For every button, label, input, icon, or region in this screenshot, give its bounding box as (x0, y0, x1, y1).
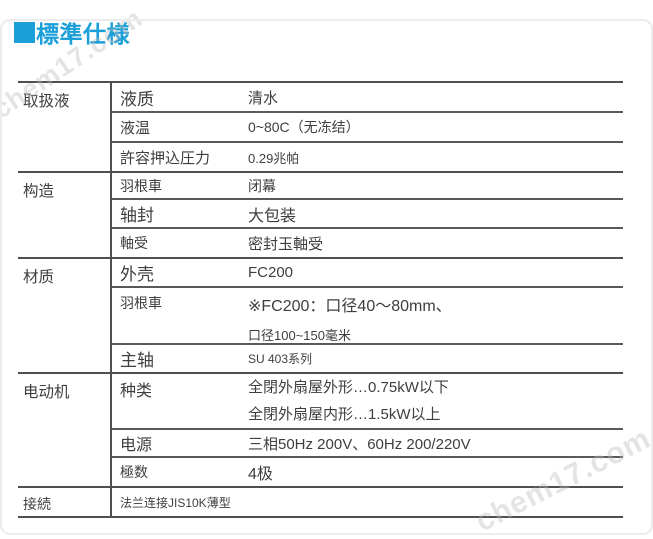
group-rows: 外壳 FC200 羽根車 ※FC200：口径40～80mm、 口径100~150… (110, 259, 623, 372)
spec-value: ※FC200：口径40～80mm、 (248, 298, 452, 315)
spec-row: 羽根車 ※FC200：口径40～80mm、 口径100~150毫米 (112, 288, 623, 345)
group-rows: 羽根車 闭幕 轴封 大包装 軸受 密封玉軸受 (110, 173, 623, 257)
spec-group-motor: 电动机 种类 全閉外扇屋外形…0.75kW以下 全閉外扇屋内形…1.5kW以上 … (18, 372, 623, 486)
spec-row: 羽根車 闭幕 (112, 173, 623, 200)
spec-row: 軸受 密封玉軸受 (112, 229, 623, 257)
spec-row: 液温 0~80C（无冻结） (112, 113, 623, 143)
spec-value: 0.29兆帕 (248, 150, 300, 166)
spec-value-line2: 口径100~150毫米 (248, 328, 351, 343)
group-rows: 液质 清水 液温 0~80C（无冻结） 許容押込圧力 0.29兆帕 (110, 83, 623, 171)
title-square-icon (14, 21, 35, 43)
spec-label: 羽根車 (120, 177, 162, 194)
spec-row: 液质 清水 (112, 83, 623, 113)
spec-value: 大包装 (248, 207, 297, 225)
spec-label: 外壳 (120, 265, 154, 284)
spec-label: 液质 (120, 89, 154, 109)
spec-row: 种类 全閉外扇屋外形…0.75kW以下 全閉外扇屋内形…1.5kW以上 (112, 374, 623, 430)
spec-label: 电源 (120, 437, 153, 454)
spec-row: 主轴 SU 403系列 (112, 345, 623, 372)
group-rows: 法兰连接JIS10K薄型 (110, 488, 623, 516)
spec-row: 極数 4极 (112, 458, 623, 486)
spec-label: 主轴 (120, 351, 154, 370)
page-title-text: 標準仕様 (36, 21, 130, 47)
spec-value: 三相50Hz 200V、60Hz 200/220V (248, 435, 471, 453)
spec-value: 0~80C（无冻结） (248, 119, 360, 135)
spec-value: 密封玉軸受 (248, 235, 324, 253)
spec-value: 全閉外扇屋外形…0.75kW以下 (248, 379, 449, 396)
spec-group-material: 材质 外壳 FC200 羽根車 ※FC200：口径40～80mm、 口径100~… (18, 257, 623, 372)
page-title: 標準仕様 (14, 19, 653, 47)
spec-value: 闭幕 (248, 177, 276, 194)
spec-value-line2: 全閉外扇屋内形…1.5kW以上 (248, 406, 441, 423)
spec-label: 种类 (120, 383, 153, 400)
spec-label: 許容押込圧力 (120, 149, 211, 167)
spec-row: 外壳 FC200 (112, 259, 623, 288)
spec-label: 軸受 (120, 235, 148, 251)
spec-label: 液温 (120, 119, 151, 137)
spec-group-liquid: 取扱液 液质 清水 液温 0~80C（无冻结） 許容押込圧力 0.29兆帕 (18, 81, 623, 171)
spec-value: 清水 (248, 89, 279, 107)
spec-row: 法兰连接JIS10K薄型 (112, 488, 623, 516)
spec-value: FC200 (248, 264, 294, 281)
category-cell: 接続 (23, 496, 51, 512)
spec-row: 轴封 大包装 (112, 200, 623, 229)
category-cell: 取扱液 (23, 93, 70, 110)
category-cell: 电动机 (23, 384, 70, 401)
category-cell: 材质 (23, 269, 55, 286)
spec-value: 4极 (248, 466, 273, 483)
category-cell: 构造 (23, 183, 55, 200)
spec-group-structure: 构造 羽根車 闭幕 轴封 大包装 軸受 密封玉軸受 (18, 171, 623, 257)
group-rows: 种类 全閉外扇屋外形…0.75kW以下 全閉外扇屋内形…1.5kW以上 电源 三… (110, 374, 623, 486)
spec-table: 取扱液 液质 清水 液温 0~80C（无冻结） 許容押込圧力 0.29兆帕 构造… (18, 81, 623, 518)
spec-value: 法兰连接JIS10K薄型 (120, 495, 231, 510)
spec-label: 羽根車 (120, 295, 162, 311)
spec-row: 电源 三相50Hz 200V、60Hz 200/220V (112, 430, 623, 458)
spec-label: 極数 (120, 464, 148, 480)
spec-row: 許容押込圧力 0.29兆帕 (112, 143, 623, 171)
spec-label: 轴封 (120, 206, 154, 225)
spec-value: SU 403系列 (248, 352, 313, 366)
spec-group-connection: 接続 法兰连接JIS10K薄型 (18, 486, 623, 516)
